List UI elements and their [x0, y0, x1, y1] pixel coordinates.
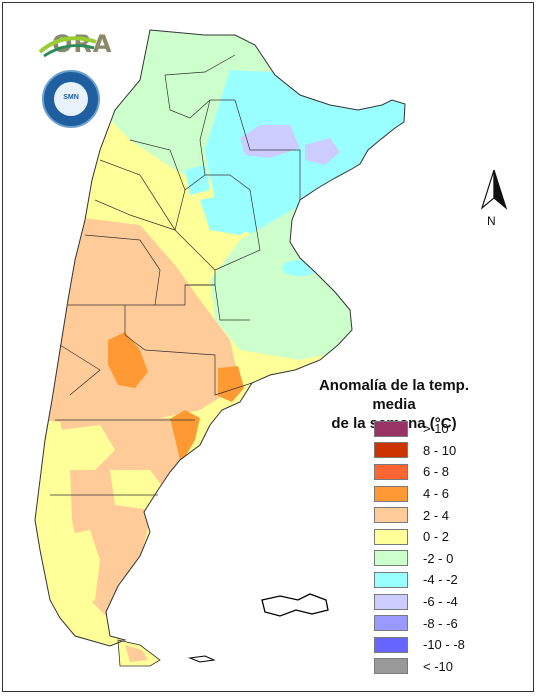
zone-south-yellow-2	[40, 530, 100, 620]
legend-item: -2 - 0	[374, 548, 465, 570]
legend-label: -8 - -6	[423, 615, 458, 631]
legend-swatch	[374, 442, 408, 459]
legend-swatch	[374, 420, 408, 437]
zone-dark-orange-2	[218, 366, 244, 402]
legend-swatch	[374, 658, 408, 675]
legend-item: < -10	[374, 656, 465, 678]
legend-swatch	[374, 571, 408, 588]
zone-lavender-patch-2	[305, 138, 340, 165]
province-boundaries	[50, 54, 301, 496]
smn-seal-text: SMN	[63, 94, 79, 101]
legend-label: 0 - 2	[423, 529, 450, 545]
zone-cyan-west	[185, 165, 210, 195]
legend-swatch	[374, 593, 408, 610]
legend-label: -4 - -2	[423, 572, 458, 588]
legend-swatch	[374, 550, 408, 567]
country-border	[34, 29, 406, 647]
legend-label: 8 - 10	[423, 442, 457, 458]
legend-item: -4 - -2	[374, 569, 465, 591]
smn-seal: SMN	[42, 70, 100, 128]
zone-dark-orange-1	[108, 332, 148, 388]
legend-swatch	[374, 485, 408, 502]
legend-item: 0 - 2	[374, 526, 465, 548]
zone-cyan-band	[200, 190, 265, 235]
legend-item: -8 - -6	[374, 612, 465, 634]
legend-label: 2 - 4	[423, 507, 450, 523]
legend-item: 4 - 6	[374, 483, 465, 505]
legend-item: 8 - 10	[374, 440, 465, 462]
legend-item: 6 - 8	[374, 461, 465, 483]
legend-item: -10 - -8	[374, 634, 465, 656]
legend-label: -6 - -4	[423, 594, 458, 610]
tierra-del-fuego-orange	[125, 645, 148, 662]
legend-label: -10 - -8	[423, 637, 465, 653]
legend-label: 6 - 8	[423, 464, 450, 480]
legend-swatch	[374, 615, 408, 632]
smn-seal-center	[54, 82, 88, 116]
legend-title-line1: Anomalía de la temp. media	[318, 377, 470, 413]
zone-cyan-pocket	[282, 260, 318, 276]
north-label: N	[487, 214, 496, 228]
legend-label: < -10	[423, 658, 453, 674]
legend-swatch	[374, 528, 408, 545]
malvinas-islands	[261, 593, 329, 617]
legend-item: 2 - 4	[374, 504, 465, 526]
north-arrow-icon	[480, 169, 508, 210]
zone-west-orange	[40, 215, 240, 425]
legend-item: > 10	[374, 418, 465, 440]
isla-de-los-estados	[188, 655, 216, 663]
legend-item: -6 - -4	[374, 591, 465, 613]
ora-logo-swoosh	[38, 36, 97, 58]
zone-south-yellow-1	[60, 425, 115, 470]
legend-label: > 10	[423, 421, 449, 437]
legend-label: -2 - 0	[423, 550, 454, 566]
legend: > 10 8 - 10 6 - 8 4 - 6 2 - 4 0 - 2 -2 - 0 -4 -…	[374, 418, 465, 677]
legend-swatch	[374, 636, 408, 653]
ora-logo: ORA	[52, 30, 113, 58]
legend-label: 4 - 6	[423, 486, 450, 502]
legend-swatch	[374, 463, 408, 480]
legend-swatch	[374, 507, 408, 524]
